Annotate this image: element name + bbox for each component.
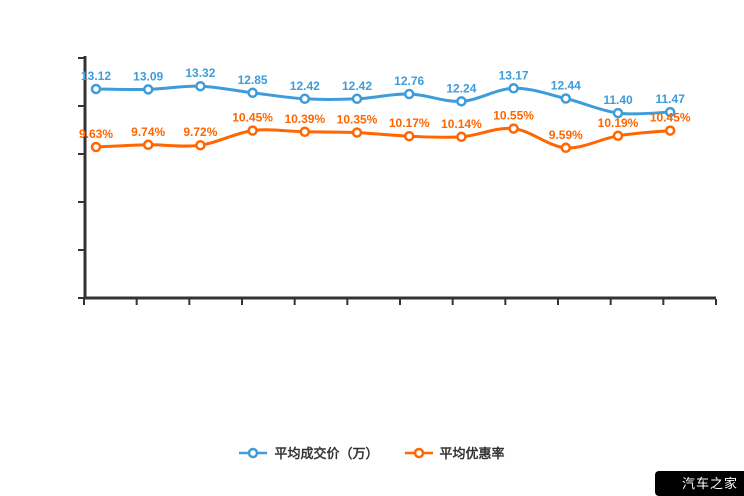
price-series-point[interactable] [351, 93, 363, 105]
price-series-point[interactable] [299, 93, 311, 105]
discount-series-line [94, 126, 672, 150]
price-series-label: 11.47 [656, 92, 686, 106]
price-series-point[interactable] [560, 93, 572, 104]
price-series-label: 12.42 [342, 79, 372, 93]
watermark-text: 汽车之家 [681, 476, 738, 491]
line-marker-icon [404, 447, 433, 459]
discount-series-label: 9.74% [131, 125, 165, 139]
discount-series-label: 10.45% [232, 111, 273, 125]
legend-item-avg-price[interactable]: 平均成交价（万） [239, 445, 379, 461]
price-series-label: 12.42 [290, 79, 320, 93]
price-series-point[interactable] [612, 107, 624, 119]
price-series-point[interactable] [508, 83, 519, 94]
price-series-point[interactable] [403, 88, 415, 100]
discount-series-point[interactable] [351, 127, 363, 138]
price-series-point[interactable] [90, 83, 102, 95]
chart-legend: 平均成交价（万） 平均优惠率 [0, 441, 744, 465]
discount-series-point[interactable] [195, 139, 206, 151]
price-series-label: 12.24 [446, 81, 476, 95]
price-series-label: 12.85 [238, 73, 268, 87]
discount-series-point[interactable] [612, 130, 624, 142]
discount-series-label: 9.59% [549, 128, 583, 142]
discount-series-label: 10.17% [389, 116, 430, 130]
discount-series-point[interactable] [142, 139, 154, 151]
discount-series-label: 10.14% [441, 117, 482, 131]
discount-series-point[interactable] [247, 125, 258, 136]
price-series-label: 13.12 [81, 69, 111, 83]
price-series-point[interactable] [664, 106, 676, 118]
discount-series: 9.63% 9.74% 9.72% 10.45% 10.39% 10.35% 10.17% 1… [79, 109, 691, 154]
legend-item-avg-discount[interactable]: 平均优惠率 [404, 445, 505, 461]
watermark-badge: 汽车之家 [655, 471, 744, 496]
legend-label-avg-discount: 平均优惠率 [439, 445, 505, 461]
discount-series-label: 10.19% [598, 116, 639, 130]
legend-label-avg-price: 平均成交价（万） [274, 445, 379, 461]
discount-series-point[interactable] [299, 126, 311, 138]
price-series-label: 12.44 [551, 79, 581, 93]
price-series-point[interactable] [142, 84, 154, 95]
axes [78, 56, 717, 305]
discount-series-point[interactable] [456, 131, 467, 143]
price-series-point[interactable] [247, 87, 258, 99]
discount-series-label: 10.55% [493, 109, 534, 123]
price-series-label: 11.40 [603, 93, 633, 107]
discount-series-point[interactable] [90, 141, 102, 153]
discount-series-label: 9.63% [79, 127, 113, 141]
price-series-label: 13.32 [185, 66, 215, 80]
discount-series-point[interactable] [560, 142, 572, 154]
price-series-point[interactable] [456, 96, 467, 107]
price-series-label: 12.76 [394, 74, 424, 88]
discount-series-point[interactable] [508, 123, 519, 134]
discount-series-label: 10.45% [650, 111, 691, 125]
price-series: 13.12 13.09 13.32 12.85 12.42 12.42 12.76 12.24… [81, 66, 686, 119]
price-series-line [94, 84, 672, 116]
price-series-label: 13.09 [133, 69, 163, 83]
discount-series-point[interactable] [403, 130, 415, 142]
discount-series-point[interactable] [664, 125, 676, 136]
price-series-point[interactable] [195, 80, 206, 92]
price-series-label: 13.17 [499, 68, 529, 82]
discount-series-label: 9.72% [183, 125, 217, 139]
discount-series-label: 10.39% [284, 112, 325, 126]
line-marker-icon [239, 447, 268, 459]
discount-series-label: 10.35% [337, 113, 378, 127]
